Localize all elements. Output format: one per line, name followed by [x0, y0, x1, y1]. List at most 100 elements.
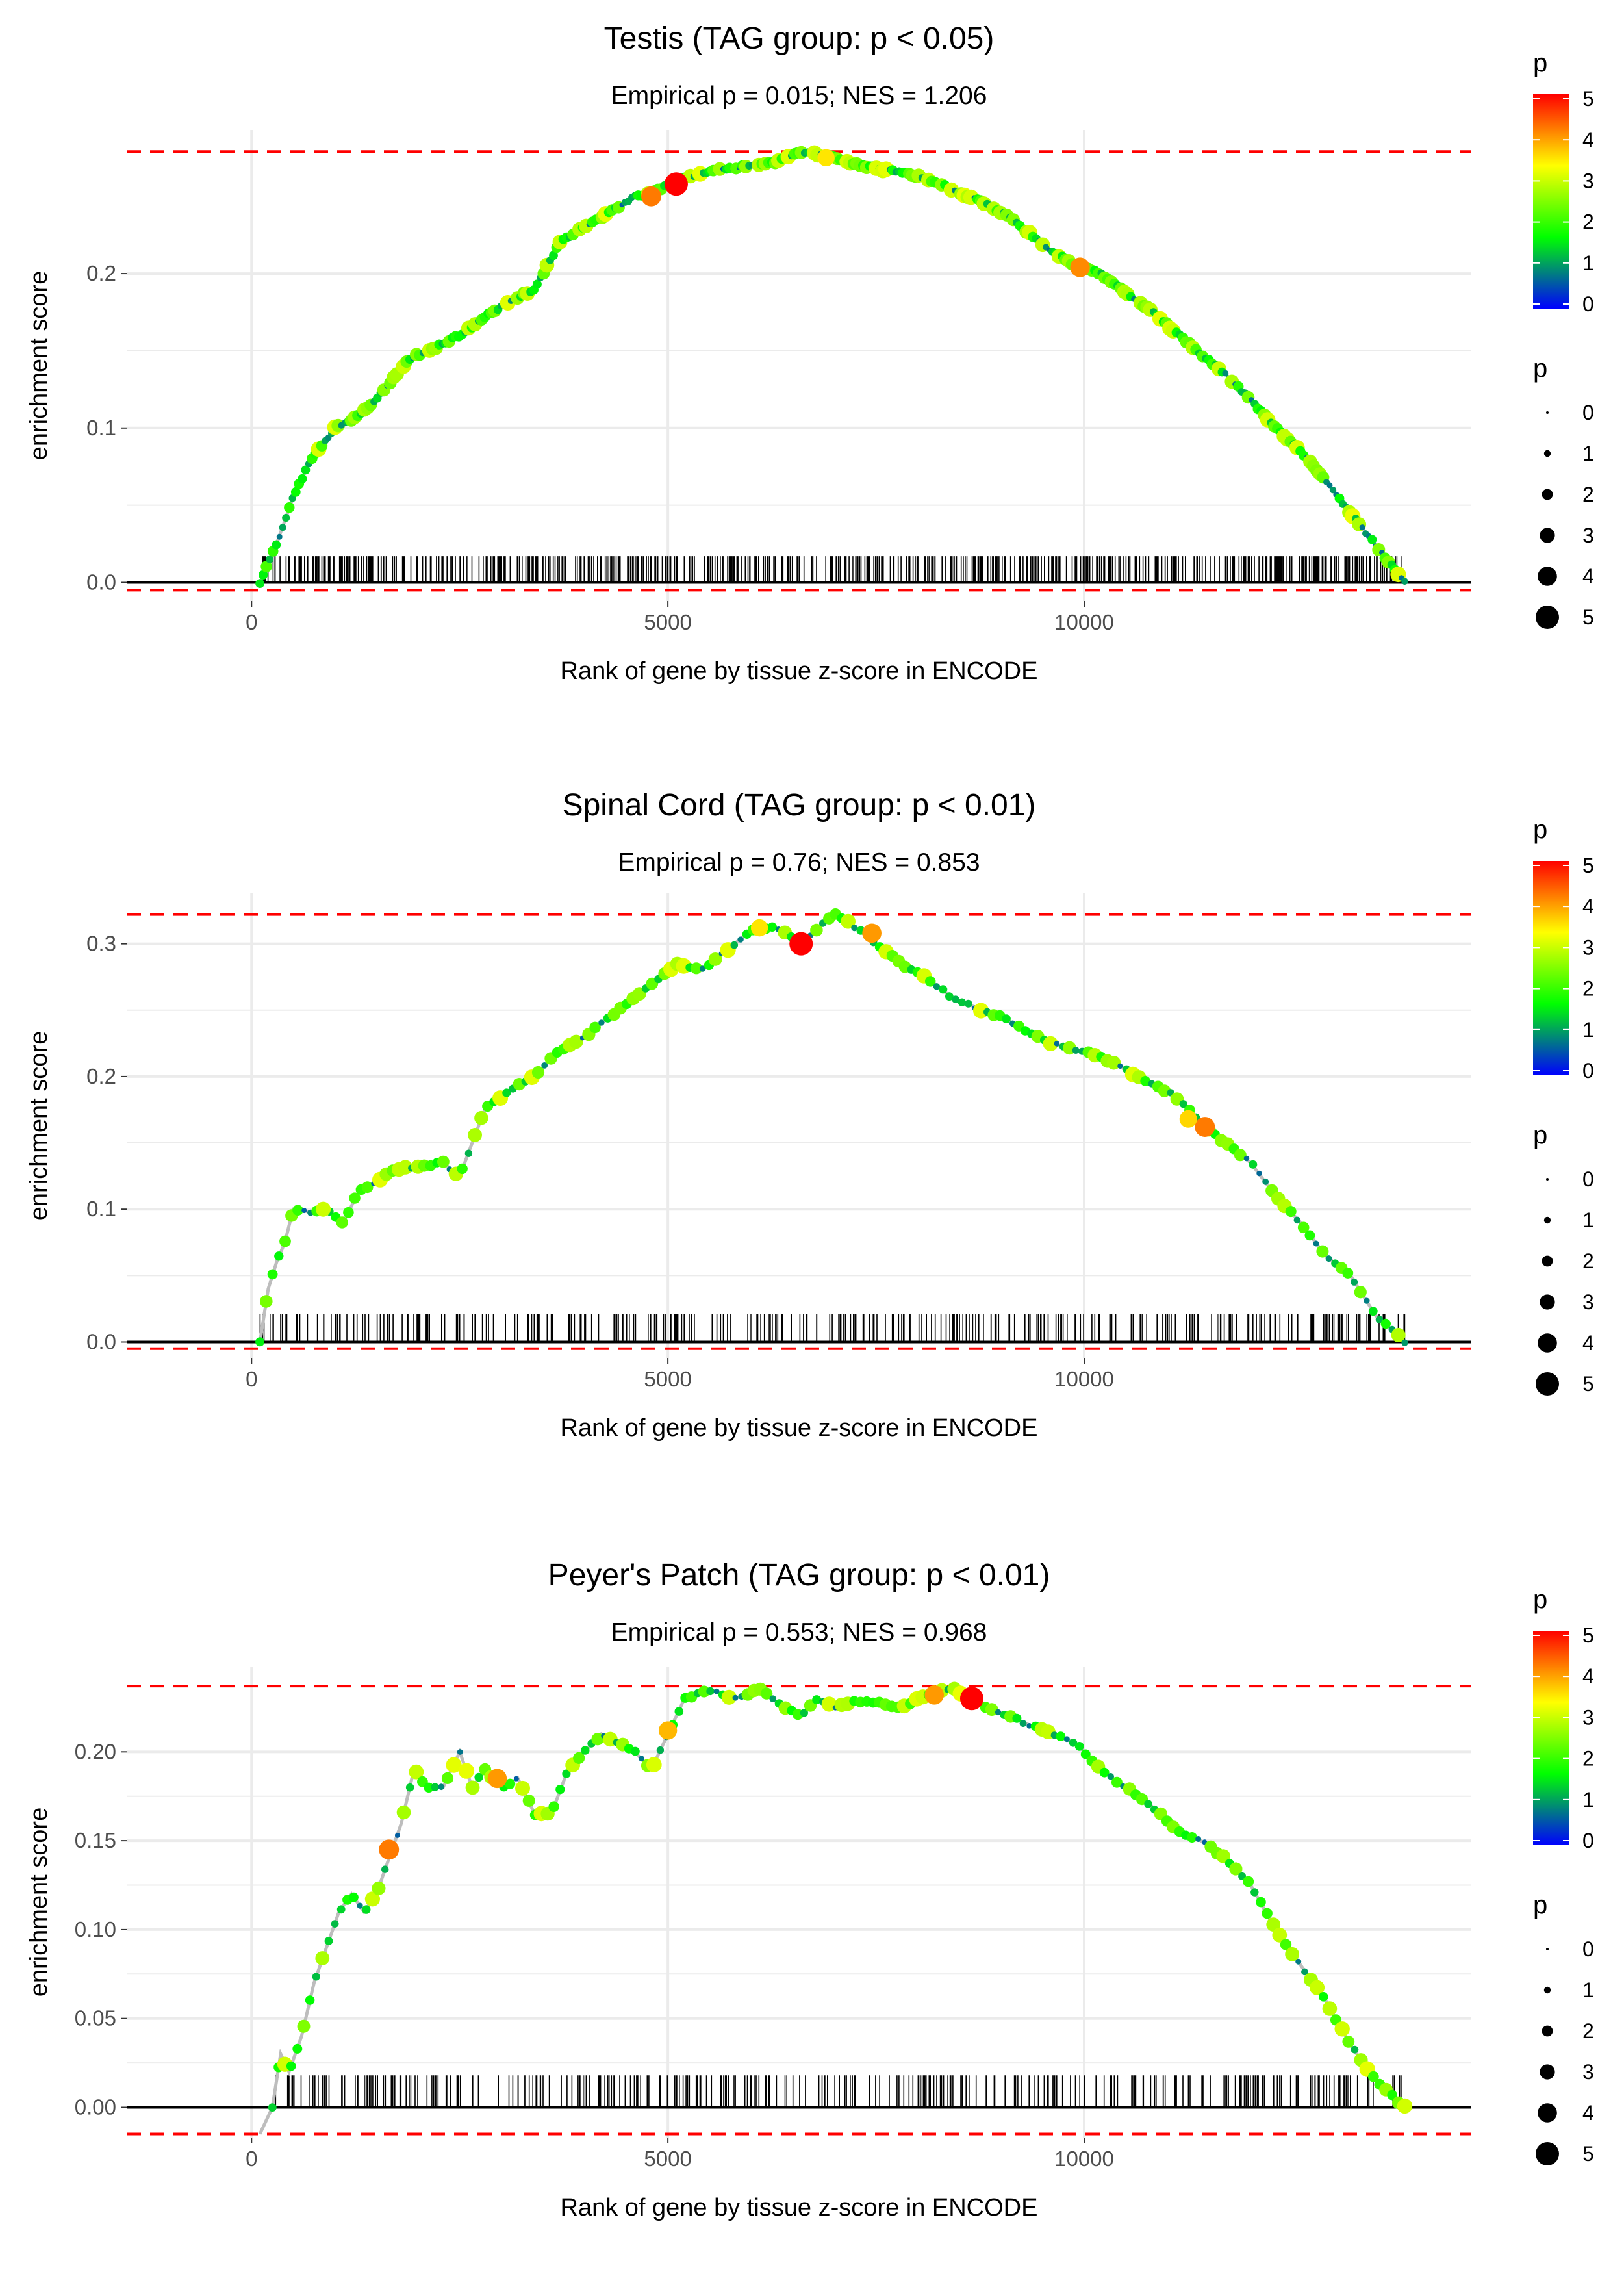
colorbar-tick-label: 1: [1582, 1788, 1594, 1811]
es-point: [1074, 1742, 1084, 1751]
colorbar-tick-label: 2: [1582, 211, 1594, 234]
es-point: [343, 1207, 354, 1218]
es-point: [396, 1805, 411, 1820]
size-legend-label: 4: [1582, 565, 1594, 588]
es-point: [292, 2043, 303, 2054]
es-point: [708, 952, 722, 966]
es-point: [364, 1891, 381, 1907]
size-legend-label: 3: [1582, 1290, 1594, 1314]
es-point: [272, 540, 281, 550]
es-point: [1266, 1917, 1281, 1932]
es-point: [381, 1865, 389, 1873]
x-tick-label: 0: [246, 610, 257, 634]
es-point: [1249, 1160, 1258, 1169]
chart-panel-3: Peyer's Patch (TAG group: p < 0.01) Empir…: [25, 1558, 1594, 2221]
es-point: [1056, 1731, 1066, 1742]
y-tick-label: 0.1: [86, 416, 116, 440]
colorbar-tick-label: 0: [1582, 1829, 1594, 1852]
size-legend-key: [1542, 1255, 1553, 1267]
es-point: [1364, 1297, 1370, 1304]
rug-ticks: [259, 1314, 1406, 1342]
es-point: [1054, 1041, 1060, 1047]
es-point: [555, 1785, 565, 1795]
es-point: [1262, 1908, 1273, 1919]
es-point: [1179, 1100, 1187, 1108]
gridlines: [127, 1667, 1471, 2138]
colorbar-tick-label: 4: [1582, 128, 1594, 151]
legend-2: p 0 1 2 3 4 5 p 0 1 2 3 4 5: [1533, 815, 1594, 1396]
color-legend-title: p: [1533, 1585, 1547, 1614]
y-tick-label: 0.0: [86, 570, 116, 594]
es-point: [995, 1709, 1002, 1716]
es-point: [474, 1110, 488, 1125]
es-point: [260, 561, 272, 572]
es-point: [282, 513, 290, 522]
y-tick-label: 0.2: [86, 1064, 116, 1088]
es-point: [1293, 1216, 1301, 1224]
es-point: [639, 1756, 644, 1762]
es-point-highlight: [315, 1201, 331, 1217]
size-legend-key: [1543, 450, 1551, 457]
rug-ticks: [275, 2075, 1402, 2108]
y-tick-label: 0.00: [75, 2095, 116, 2119]
size-legend-key: [1546, 1948, 1549, 1950]
es-point: [1144, 1800, 1152, 1808]
es-point: [446, 1757, 462, 1773]
y-tick-label: 0.05: [75, 2006, 116, 2030]
es-point: [1401, 1339, 1408, 1346]
es-point: [437, 1155, 450, 1168]
x-axis-label: Rank of gene by tissue z-score in ENCODE: [561, 2194, 1038, 2221]
size-legend-title: p: [1533, 1121, 1547, 1149]
es-point: [1359, 524, 1365, 531]
es-point: [631, 1746, 640, 1756]
es-point: [260, 1295, 273, 1308]
size-legend-key: [1540, 528, 1555, 543]
es-point: [925, 976, 936, 987]
es-point: [1304, 1230, 1315, 1241]
es-point-highlight: [641, 186, 661, 207]
gridlines: [127, 893, 1471, 1358]
es-point: [424, 1782, 434, 1793]
es-point-highlight: [487, 1769, 507, 1789]
es-point: [713, 162, 727, 176]
es-point: [331, 1920, 339, 1928]
es-point: [732, 1694, 739, 1701]
chart-title: Testis (TAG group: p < 0.05): [604, 21, 995, 56]
size-legend-label: 5: [1582, 1372, 1594, 1396]
size-legend-key: [1542, 489, 1553, 500]
es-point-highlight: [1179, 1110, 1197, 1128]
size-legend-key: [1542, 2025, 1553, 2037]
x-tick-label: 0: [246, 1367, 257, 1391]
x-tick-label: 5000: [644, 1367, 691, 1391]
es-point: [945, 992, 954, 1001]
legend-3: p 0 1 2 3 4 5 p 0 1 2 3 4 5: [1533, 1585, 1594, 2165]
es-point: [502, 1088, 511, 1097]
size-legend-label: 0: [1582, 1937, 1594, 1961]
es-curve: [258, 912, 1406, 1344]
legend-1: p 0 1 2 3 4 5 p 0 1 2 3 4 5: [1533, 49, 1594, 629]
es-point: [1262, 1178, 1269, 1185]
size-legend-key: [1536, 606, 1559, 629]
es-point: [268, 2103, 277, 2112]
es-point: [1019, 1720, 1027, 1728]
es-point: [305, 1995, 315, 2005]
es-point: [800, 1709, 808, 1717]
es-point: [1043, 1036, 1058, 1051]
es-point-highlight: [862, 923, 882, 943]
es-point: [1099, 1767, 1110, 1778]
es-point: [1285, 1947, 1299, 1961]
size-legend-label: 5: [1582, 2142, 1594, 2165]
es-point: [1272, 1928, 1288, 1943]
es-point-highlight: [789, 932, 813, 956]
es-point: [698, 1685, 710, 1698]
es-point: [357, 1902, 363, 1909]
es-point: [1334, 2021, 1350, 2037]
es-point: [1063, 1736, 1070, 1743]
size-legend-key: [1543, 1986, 1551, 1994]
es-point-highlight: [1195, 1117, 1215, 1137]
es-point: [361, 1181, 374, 1194]
colorbar-tick-label: 5: [1582, 1624, 1594, 1647]
rug-ticks: [262, 556, 1402, 583]
es-point: [458, 1763, 475, 1779]
es-point: [465, 1780, 480, 1795]
